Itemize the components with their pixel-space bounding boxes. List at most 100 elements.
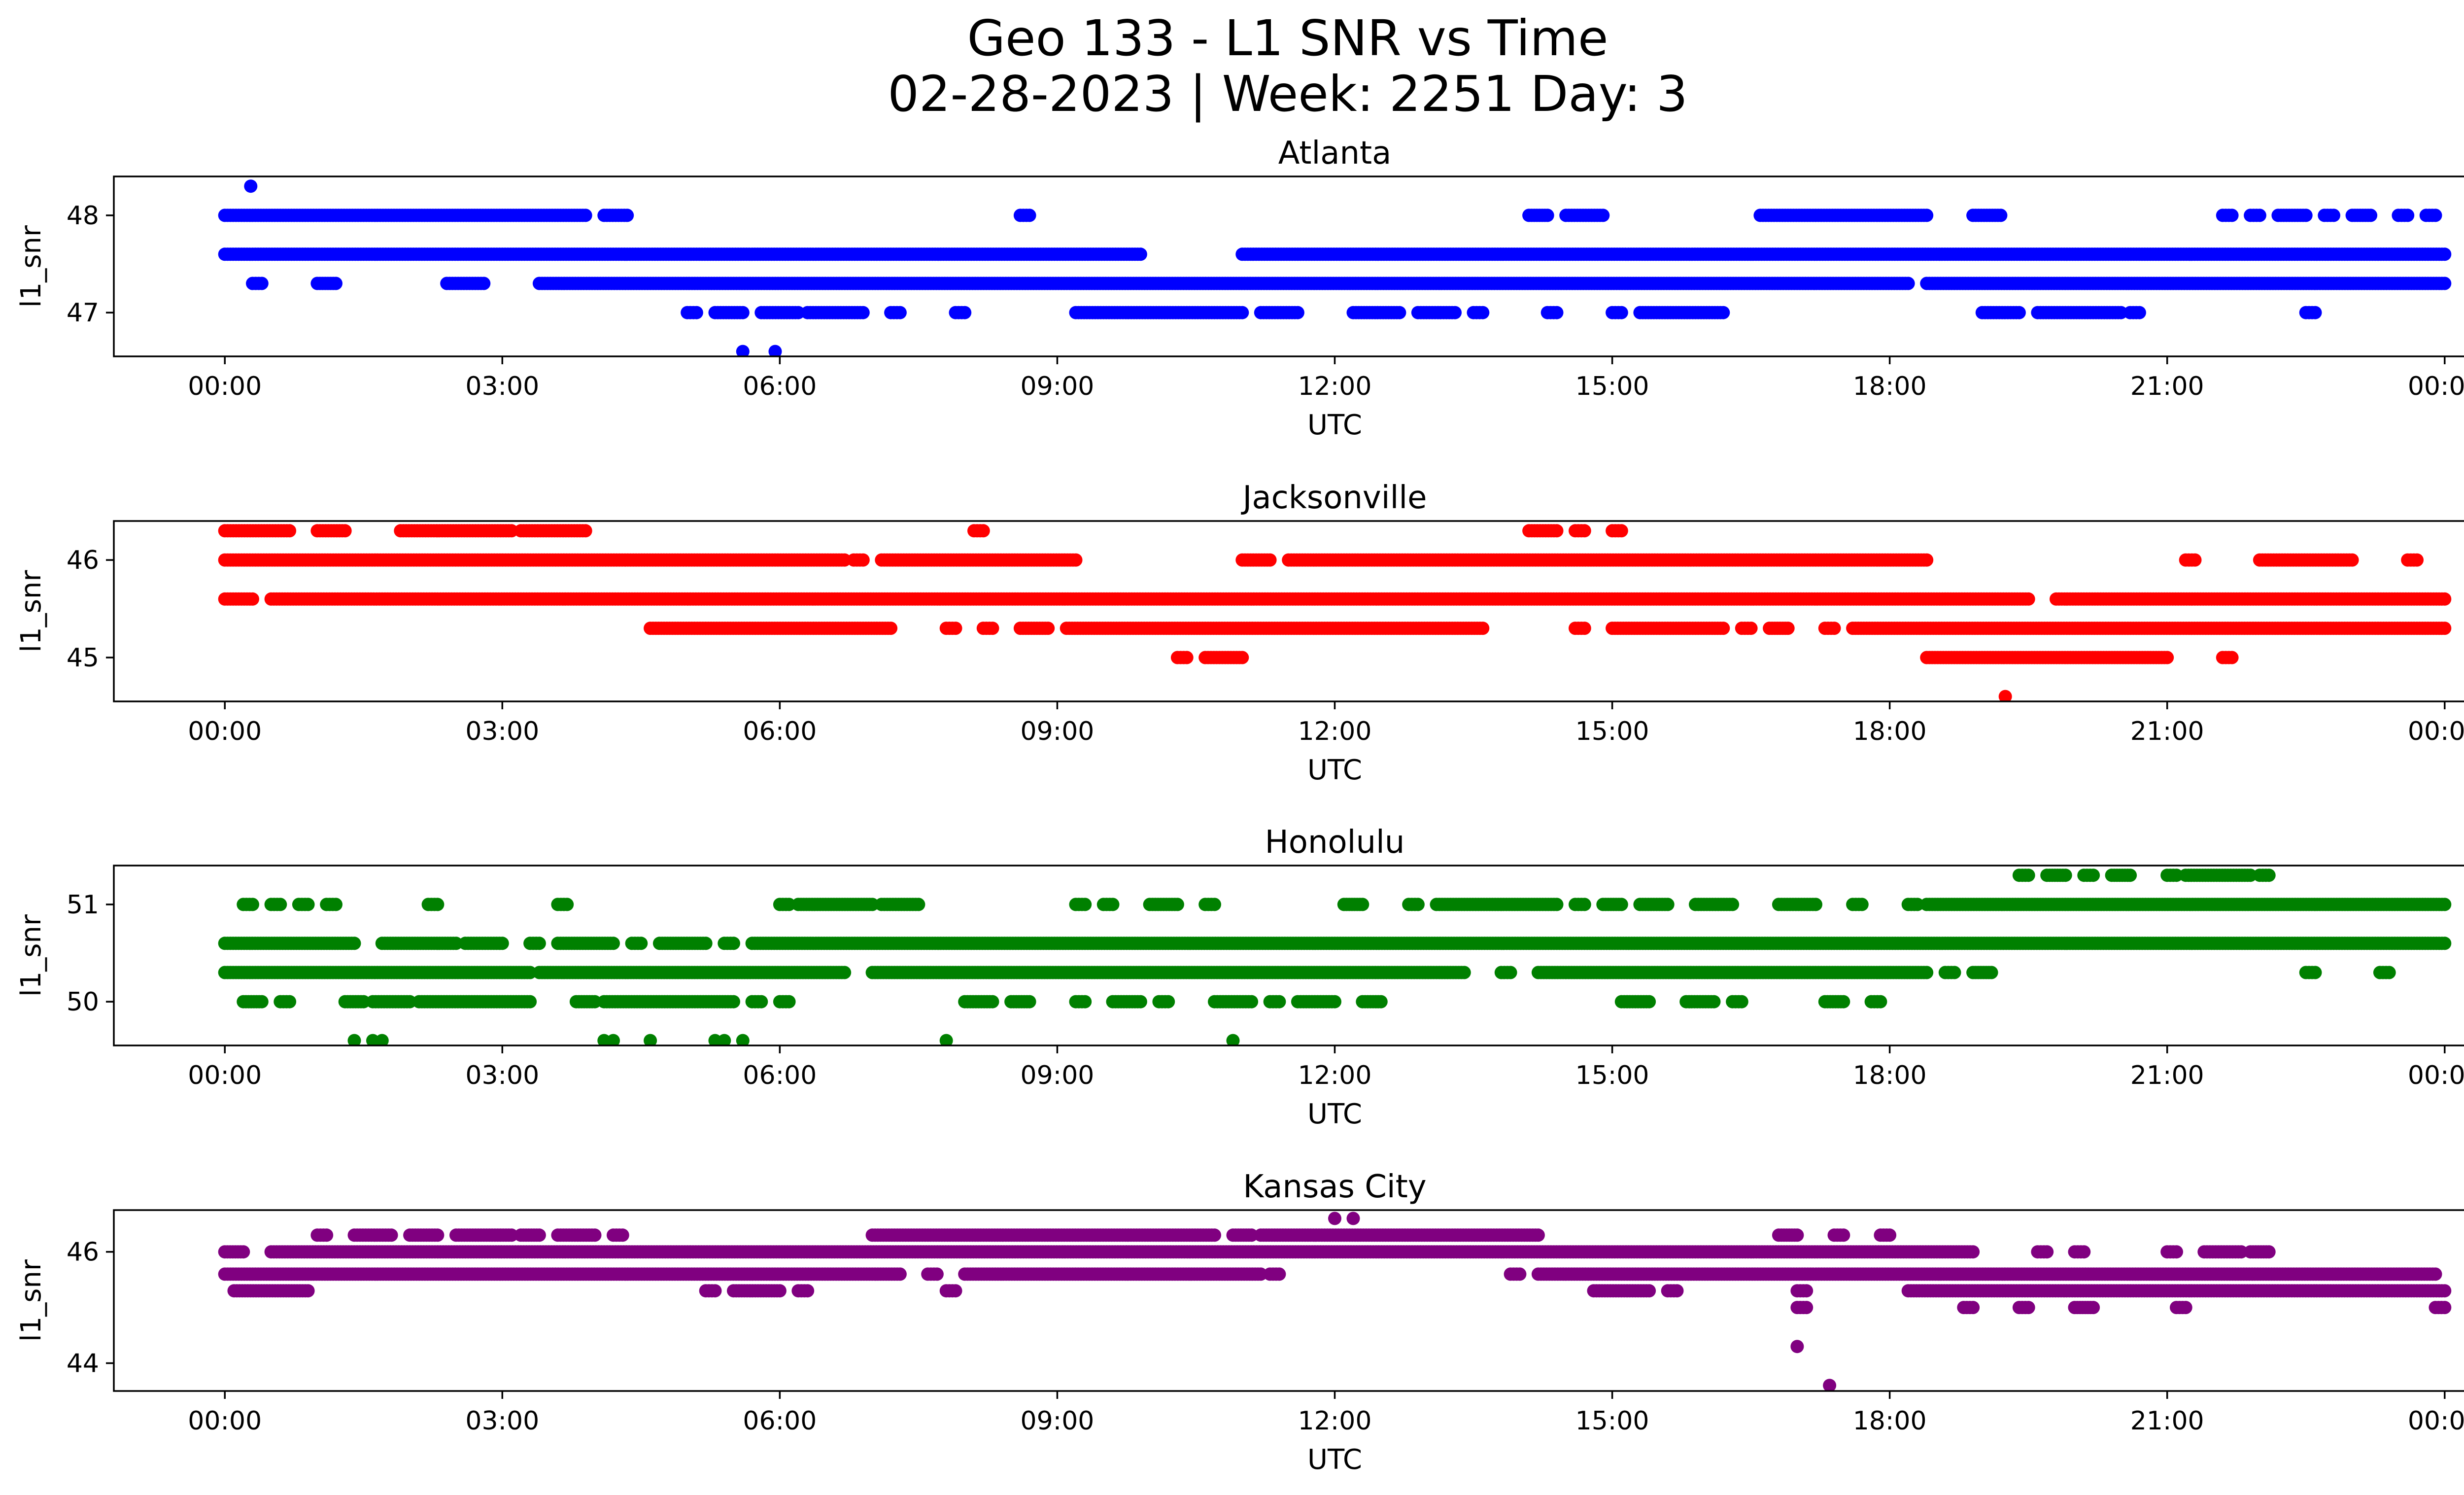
data-point [1614, 524, 1628, 538]
data-point [505, 524, 518, 538]
data-point [2438, 898, 2452, 911]
y-tick-label: 48 [67, 201, 99, 231]
data-point [579, 209, 592, 222]
data-point [1550, 306, 1564, 319]
x-tick-label: 00:00 [2408, 717, 2464, 746]
data-point [1208, 898, 1221, 911]
data-point [244, 179, 258, 193]
x-tick-label: 06:00 [743, 717, 817, 746]
data-point [1577, 622, 1591, 635]
data-point [2345, 553, 2359, 567]
data-point [2132, 306, 2146, 319]
data-point [634, 937, 648, 950]
x-tick-label: 21:00 [2130, 372, 2204, 401]
data-point [1781, 622, 1795, 635]
data-point [736, 306, 750, 319]
data-point [2170, 869, 2183, 882]
data-point [986, 622, 999, 635]
data-point [2012, 306, 2026, 319]
x-tick-label: 12:00 [1298, 372, 1372, 401]
x-tick-label: 18:00 [1853, 372, 1927, 401]
data-point [2021, 869, 2035, 882]
data-point [2225, 651, 2239, 664]
data-point [1614, 306, 1628, 319]
data-point [1994, 209, 2008, 222]
figure-subtitle: 02-28-2023 | Week: 2251 Day: 3 [888, 65, 1687, 123]
data-point [1550, 524, 1564, 538]
data-point [2058, 869, 2072, 882]
series-honolulu [218, 869, 2452, 1045]
x-tick-label: 00:00 [188, 372, 262, 401]
plot-frame [113, 175, 2464, 357]
data-point [431, 898, 445, 911]
data-point [768, 345, 782, 356]
data-point [1393, 306, 1406, 319]
plot-frame [113, 520, 2464, 702]
x-tick-label: 09:00 [1021, 372, 1095, 401]
data-point [2114, 306, 2128, 319]
data-point [1540, 209, 1554, 222]
x-tick-label: 15:00 [1575, 372, 1649, 401]
data-point [1078, 898, 1092, 911]
x-tick-label: 09:00 [1021, 717, 1095, 746]
data-point [347, 937, 361, 950]
data-point [727, 937, 740, 950]
data-point [329, 898, 342, 911]
data-point [2401, 209, 2415, 222]
data-point [2327, 209, 2340, 222]
data-point [2429, 209, 2442, 222]
data-point [1263, 553, 1277, 567]
data-point [607, 937, 620, 950]
data-point [301, 898, 315, 911]
data-point [2160, 651, 2174, 664]
data-point [856, 306, 870, 319]
data-point [255, 277, 269, 290]
data-point [2253, 209, 2266, 222]
data-point [1448, 306, 1462, 319]
data-point [449, 937, 463, 950]
x-tick-label: 00:00 [2408, 372, 2464, 401]
data-point [246, 898, 259, 911]
panel-title: Jacksonville [1241, 480, 1427, 516]
data-point [2299, 209, 2313, 222]
data-point [2244, 869, 2258, 882]
data-point [1133, 247, 1147, 261]
data-point [2364, 209, 2378, 222]
data-point [579, 524, 592, 538]
x-axis-label: UTC [1307, 409, 1362, 441]
y-tick-label: 45 [67, 643, 99, 673]
data-point [1726, 898, 1740, 911]
data-point [838, 553, 852, 567]
data-point [1577, 524, 1591, 538]
data-point [1577, 898, 1591, 911]
data-point [2123, 869, 2137, 882]
data-point [1356, 898, 1369, 911]
data-point [1023, 209, 1036, 222]
data-point [274, 898, 287, 911]
data-point [560, 898, 574, 911]
data-point [1614, 898, 1628, 911]
data-point [2438, 592, 2452, 606]
data-point [1827, 622, 1841, 635]
y-tick-label: 46 [67, 546, 99, 575]
data-point [2262, 869, 2276, 882]
data-point [1069, 553, 1083, 567]
data-point [1809, 898, 1822, 911]
data-point [791, 306, 805, 319]
data-point [1180, 651, 1194, 664]
x-tick-label: 18:00 [1853, 717, 1927, 746]
data-point [893, 306, 907, 319]
data-point [912, 898, 925, 911]
data-point [1661, 898, 1675, 911]
y-axis-label: l1_snr [15, 570, 47, 653]
data-point [1744, 622, 1758, 635]
x-tick-label: 21:00 [2130, 717, 2204, 746]
data-point [338, 524, 352, 538]
data-point [1411, 898, 1425, 911]
x-tick-label: 03:00 [465, 717, 539, 746]
data-point [1920, 553, 1934, 567]
data-point [1855, 898, 1869, 911]
data-point [2410, 553, 2424, 567]
